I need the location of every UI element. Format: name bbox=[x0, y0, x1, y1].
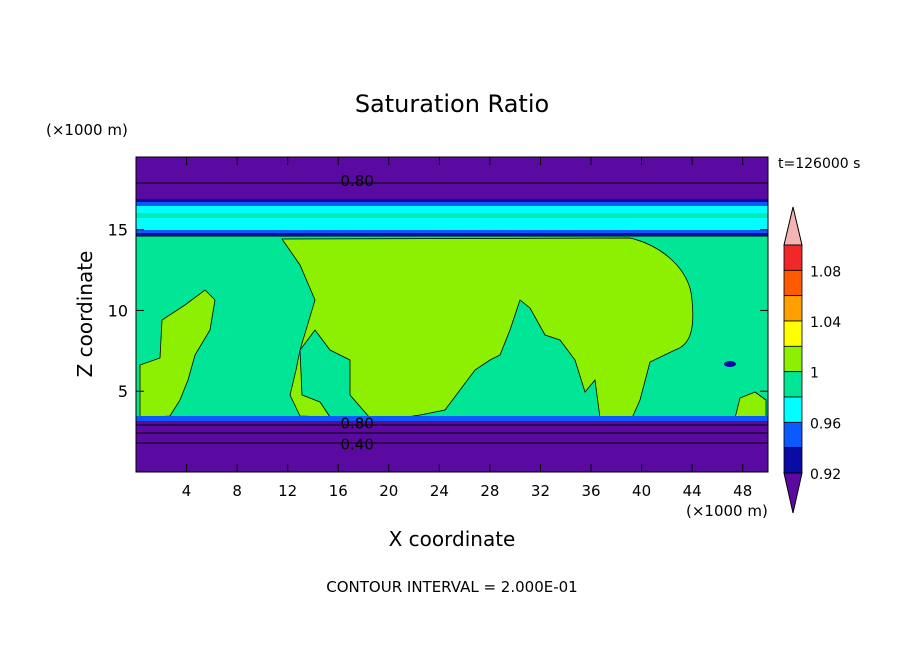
colorbar-tick-label: 1.04 bbox=[810, 315, 841, 331]
contour-label: 0.80 bbox=[340, 172, 373, 190]
x-tick-label: 28 bbox=[480, 482, 499, 500]
plot-frame bbox=[135, 156, 769, 473]
colorbar-box bbox=[783, 371, 803, 398]
colorbar-box bbox=[783, 396, 803, 423]
colorbar-box bbox=[783, 320, 803, 347]
y-tick-label: 10 bbox=[108, 301, 128, 320]
x-tick-label: 44 bbox=[683, 482, 702, 500]
x-tick-label: 16 bbox=[329, 482, 348, 500]
colorbar-tick-label: 0.92 bbox=[810, 467, 841, 483]
time-label: t=126000 s bbox=[778, 156, 860, 172]
moist-pocket bbox=[724, 361, 736, 367]
colorbar-bottom-arrow bbox=[783, 472, 803, 514]
x-axis-label: X coordinate bbox=[389, 527, 516, 551]
band-100-stripe bbox=[136, 213, 768, 218]
contour-labels: 0.80 0.80 0.40 bbox=[340, 172, 373, 453]
contour-label: 0.40 bbox=[340, 436, 373, 454]
x-tick-label: 32 bbox=[531, 482, 550, 500]
colorbar-box bbox=[783, 269, 803, 297]
cloud-region-main bbox=[281, 237, 694, 419]
y-axis-ticks: 5 10 15 bbox=[108, 221, 768, 401]
x-tick-label: 48 bbox=[733, 482, 752, 500]
boundary-dry bbox=[136, 421, 768, 472]
y-unit-label: (×1000 m) bbox=[46, 121, 128, 139]
boundary-transition bbox=[136, 416, 768, 422]
colorbar-box bbox=[783, 421, 803, 449]
colorbar-box bbox=[783, 295, 803, 322]
cloud-region-left bbox=[139, 289, 216, 419]
x-tick-label: 40 bbox=[632, 482, 651, 500]
colorbar-box bbox=[783, 345, 803, 373]
chart-title: Saturation Ratio bbox=[355, 90, 549, 118]
colorbar-tick-label: 1.08 bbox=[810, 264, 841, 280]
y-tick-label: 15 bbox=[108, 221, 128, 240]
x-tick-label: 20 bbox=[379, 482, 398, 500]
colorbar-box bbox=[783, 244, 803, 271]
colorbar-tick-label: 0.96 bbox=[810, 416, 841, 432]
y-tick-label: 5 bbox=[118, 382, 128, 401]
x-tick-label: 4 bbox=[182, 482, 192, 500]
contour-field bbox=[136, 157, 768, 472]
colorbar: 0.92 0.96 1 1.04 1.08 bbox=[783, 206, 841, 514]
contour-label: 0.80 bbox=[340, 415, 373, 433]
x-tick-label: 36 bbox=[581, 482, 600, 500]
contour-interval-footer: CONTOUR INTERVAL = 2.000E-01 bbox=[326, 578, 577, 596]
colorbar-box bbox=[783, 447, 803, 474]
y-axis-label: Z coordinate bbox=[73, 251, 97, 378]
x-unit-label: (×1000 m) bbox=[686, 502, 768, 520]
x-tick-label: 12 bbox=[278, 482, 297, 500]
x-tick-label: 8 bbox=[232, 482, 242, 500]
x-tick-label: 24 bbox=[430, 482, 449, 500]
colorbar-tick-label: 1 bbox=[810, 366, 819, 382]
colorbar-top-arrow bbox=[783, 206, 803, 246]
x-axis-ticks: 4 8 12 16 20 24 28 32 36 40 44 48 bbox=[182, 157, 752, 500]
